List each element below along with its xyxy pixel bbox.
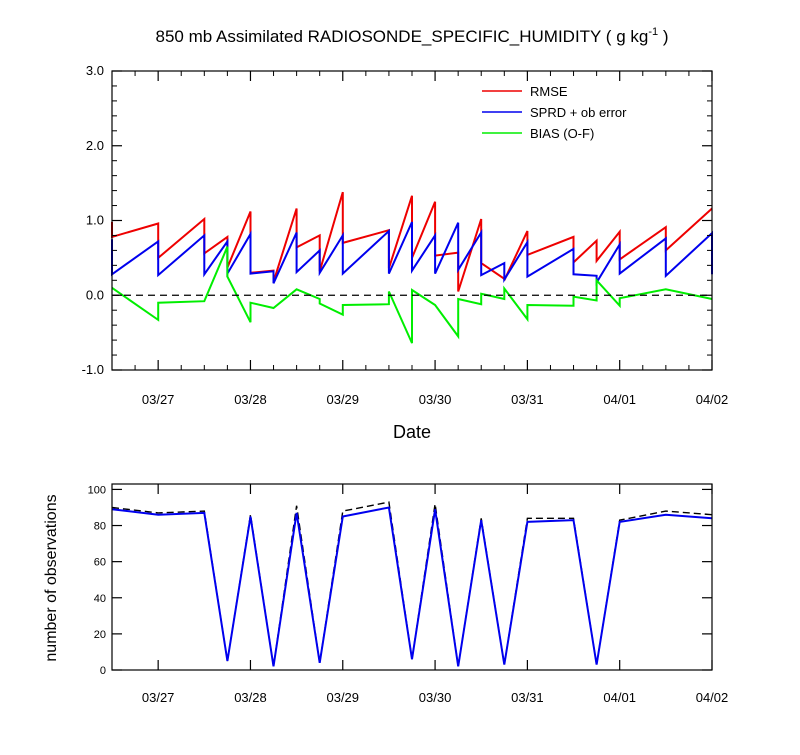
- y-axis-title-observations: number of observations: [43, 494, 60, 661]
- title-superscript: -1: [648, 26, 658, 38]
- y-tick-label: 60: [94, 557, 106, 569]
- x-tick-label: 03/29: [326, 392, 359, 407]
- y-tick-label: 80: [94, 521, 106, 533]
- series-line-bias-o-f: [111, 246, 713, 344]
- y-tick-label: 100: [88, 484, 106, 496]
- chart-title: 850 mb Assimilated RADIOSONDE_SPECIFIC_H…: [156, 26, 669, 46]
- legend-label-sprd: SPRD + ob error: [530, 105, 627, 120]
- x-tick-label: 03/27: [142, 392, 175, 407]
- bottom-ticks-group: 03/27 03/28 03/29 03/30 03/31 04/01 04/02 0 20 40…: [88, 484, 729, 705]
- y-tick-label: 0: [100, 665, 106, 677]
- x-tick-label: 04/01: [603, 392, 636, 407]
- top-plot-frame: [111, 70, 713, 371]
- x-tick-label: 04/01: [603, 690, 636, 705]
- series-line-sprd-ob-error: [111, 221, 713, 287]
- y-tick-label: -1.0: [82, 362, 104, 377]
- bottom-series-group: [111, 501, 713, 667]
- bottom-plot-frame: [111, 483, 713, 671]
- x-axis-title: Date: [393, 422, 431, 442]
- x-tick-label: 03/30: [419, 690, 452, 705]
- top-series-group: [111, 191, 713, 344]
- y-tick-label: 3.0: [86, 63, 104, 78]
- x-tick-label: 03/28: [234, 690, 267, 705]
- title-text: 850 mb Assimilated RADIOSONDE_SPECIFIC_H…: [156, 27, 649, 46]
- series-line-possible-observations: [111, 501, 713, 667]
- top-plot: 03/27 03/28 03/29 03/30 03/31 04/01 04/02 -1.0 0…: [82, 63, 729, 442]
- x-tick-label: 03/28: [234, 392, 267, 407]
- x-tick-label: 04/02: [696, 392, 729, 407]
- x-tick-label: 03/27: [142, 690, 175, 705]
- y-tick-label: 20: [94, 629, 106, 641]
- bottom-plot: 03/27 03/28 03/29 03/30 03/31 04/01 04/02 0 20 40…: [43, 483, 729, 705]
- x-tick-label: 03/30: [419, 392, 452, 407]
- x-tick-label: 03/31: [511, 392, 544, 407]
- x-tick-label: 03/31: [511, 690, 544, 705]
- x-tick-label: 04/02: [696, 690, 729, 705]
- x-tick-label: 03/29: [326, 690, 359, 705]
- legend: RMSE SPRD + ob error BIAS (O-F): [482, 84, 627, 141]
- series-line-assimilated-observations: [111, 506, 713, 667]
- legend-label-bias: BIAS (O-F): [530, 126, 594, 141]
- y-tick-label: 2.0: [86, 138, 104, 153]
- legend-label-rmse: RMSE: [530, 84, 568, 99]
- y-tick-label: 1.0: [86, 213, 104, 228]
- top-ticks-group: 03/27 03/28 03/29 03/30 03/31 04/01 04/02 -1.0 0…: [82, 63, 729, 407]
- y-tick-label: 0.0: [86, 287, 104, 302]
- title-suffix: ): [658, 27, 668, 46]
- y-tick-label: 40: [94, 593, 106, 605]
